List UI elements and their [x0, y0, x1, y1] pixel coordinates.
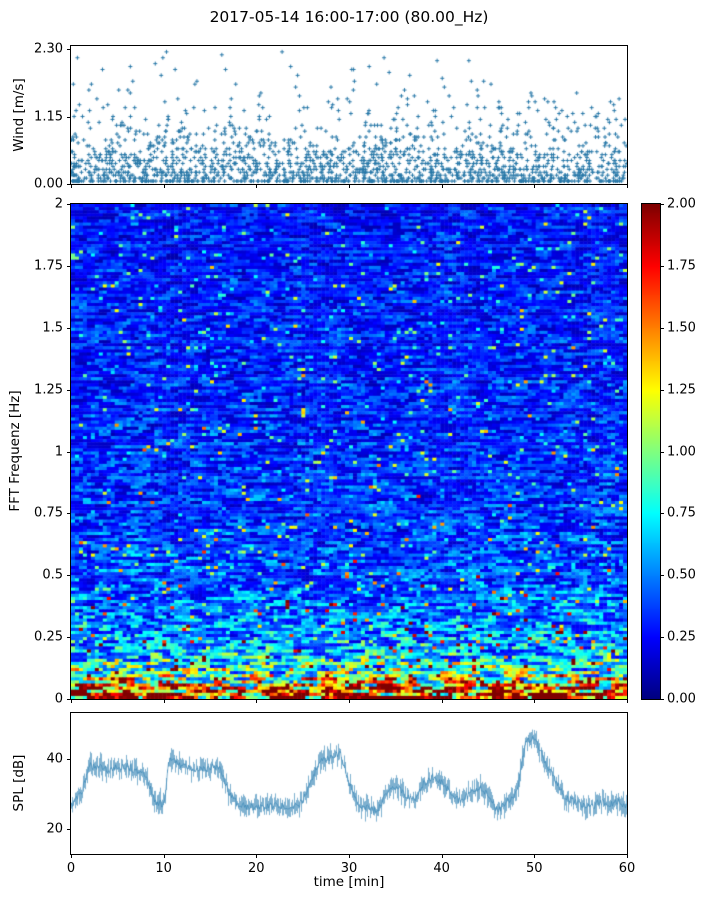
left-tick-mark — [67, 48, 71, 50]
bottom-tick-mark — [441, 699, 443, 703]
bottom-tick-mark — [256, 184, 258, 188]
right-tick-label: 0.00 — [667, 691, 696, 707]
right-tick-label: 1.50 — [667, 320, 696, 336]
left-tick-label: 0.5 — [42, 567, 63, 583]
wind-scatter-canvas — [71, 46, 627, 184]
right-tick-mark — [660, 265, 664, 267]
bottom-tick-label: 30 — [340, 861, 358, 876]
left-tick-mark — [67, 575, 71, 577]
bottom-tick-mark — [163, 854, 165, 858]
left-tick-label: 0.75 — [34, 505, 63, 521]
colorbar-canvas — [642, 204, 660, 699]
left-tick-label: 40 — [46, 751, 63, 767]
left-tick-mark — [67, 758, 71, 760]
bottom-tick-label: 20 — [248, 861, 265, 876]
left-tick-label: 2 — [54, 196, 63, 212]
bottom-tick-label: 50 — [526, 861, 543, 876]
left-tick-label: 1.15 — [34, 109, 63, 125]
bottom-tick-mark — [256, 699, 258, 703]
x-axis-label: time [min] — [313, 874, 385, 890]
right-tick-mark — [660, 513, 664, 515]
wind-scatter-plot: 2.30 1.15 0.00 — [34, 42, 628, 191]
colorbar: 2.00 1.75 1.50 1.25 1.00 0.75 0.50 0.25 0.00 — [641, 198, 696, 706]
chart-title: 2017-05-14 16:00-17:00 (80.00_Hz) — [209, 8, 489, 26]
left-tick-mark — [67, 513, 71, 515]
bottom-tick-mark — [71, 184, 72, 188]
bottom-tick-mark — [349, 699, 350, 703]
bottom-tick-mark — [534, 184, 536, 188]
bottom-tick-mark — [349, 854, 350, 858]
bottom-tick-mark — [627, 854, 628, 858]
left-tick-mark — [67, 204, 71, 205]
bottom-tick-mark — [349, 184, 350, 188]
right-tick-mark — [660, 637, 664, 639]
right-tick-mark — [660, 389, 664, 391]
bottom-tick-mark — [163, 184, 165, 188]
spl-line-plot: 40 20 0 10 20 30 40 50 60 — [46, 712, 635, 875]
right-tick-label: 0.75 — [667, 505, 696, 521]
left-tick-mark — [67, 184, 71, 185]
right-tick-label: 1.75 — [667, 258, 696, 274]
right-tick-label: 1.00 — [667, 444, 696, 459]
bottom-tick-label: 0 — [66, 861, 76, 876]
bottom-tick-mark — [627, 699, 628, 703]
bottom-tick-mark — [441, 854, 443, 858]
right-tick-mark — [660, 327, 664, 329]
bottom-tick-mark — [71, 699, 72, 703]
right-tick-label: 2.00 — [667, 196, 696, 212]
left-tick-mark — [67, 265, 71, 267]
fft-spectrogram-plot: 2 1.75 1.5 1.25 1 0.75 0.5 0.25 0 — [34, 198, 628, 706]
bottom-tick-mark — [256, 854, 258, 858]
right-tick-mark — [660, 699, 664, 700]
bottom-tick-label: 60 — [618, 861, 636, 876]
left-tick-label: 1.25 — [34, 382, 63, 398]
bottom-tick-mark — [163, 699, 165, 703]
right-tick-mark — [660, 451, 664, 453]
right-tick-mark — [660, 575, 664, 577]
left-tick-mark — [67, 327, 71, 329]
fft-spectrogram-canvas — [71, 204, 627, 699]
fft-y-axis-label: FFT Frequenz [Hz] — [7, 390, 23, 512]
wind-y-axis-label: Wind [m/s] — [11, 78, 27, 152]
left-tick-label: 1.75 — [34, 258, 63, 274]
bottom-tick-mark — [441, 184, 443, 188]
spl-y-axis-label: SPL [dB] — [11, 754, 27, 812]
right-tick-label: 0.50 — [667, 567, 696, 583]
left-tick-label: 0.25 — [34, 629, 63, 645]
left-tick-label: 0 — [54, 691, 63, 707]
bottom-tick-mark — [627, 184, 628, 188]
spl-line-canvas — [71, 713, 627, 854]
left-tick-label: 1.5 — [42, 320, 63, 336]
left-tick-label: 2.30 — [34, 41, 63, 57]
bottom-tick-mark — [534, 699, 536, 703]
left-tick-label: 0.00 — [34, 176, 63, 192]
bottom-tick-mark — [534, 854, 536, 858]
left-tick-label: 1 — [54, 444, 63, 459]
left-tick-mark — [67, 829, 71, 831]
left-tick-label: 20 — [46, 821, 63, 837]
bottom-tick-label: 10 — [155, 861, 172, 876]
left-tick-mark — [67, 389, 71, 391]
left-tick-mark — [67, 451, 71, 453]
right-tick-label: 0.25 — [667, 629, 696, 645]
bottom-tick-label: 40 — [433, 861, 450, 876]
bottom-tick-mark — [71, 854, 72, 858]
right-tick-label: 1.25 — [667, 382, 696, 398]
left-tick-mark — [67, 637, 71, 639]
left-tick-mark — [67, 116, 71, 118]
left-tick-mark — [67, 699, 71, 700]
right-tick-mark — [660, 204, 664, 205]
